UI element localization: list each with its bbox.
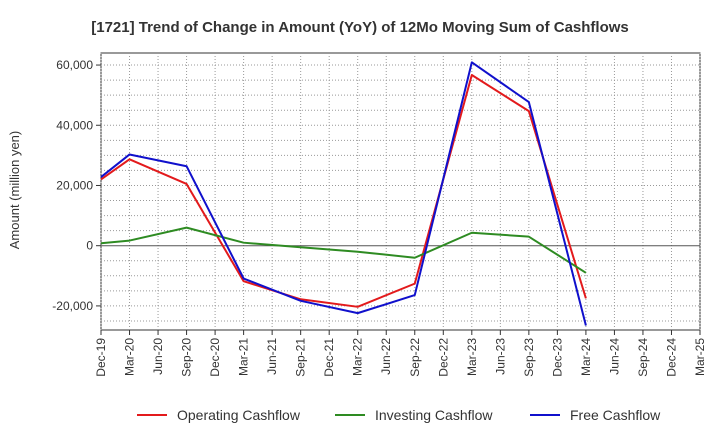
x-tick-label: Sep-23 [522, 338, 536, 377]
series-line-free-cashflow [100, 61, 587, 326]
x-tick-label: Mar-25 [693, 338, 707, 376]
legend-label-investing-cashflow: Investing Cashflow [375, 407, 493, 423]
x-tick-label: Dec-19 [94, 338, 108, 377]
series-line-investing-cashflow [100, 226, 587, 274]
y-tick-label: 60,000 [56, 58, 93, 72]
x-tick-label: Mar-24 [579, 338, 593, 376]
chart-title: [1721] Trend of Change in Amount (YoY) o… [91, 19, 629, 36]
y-tick-label: 20,000 [56, 178, 93, 192]
x-tick-label: Dec-21 [322, 338, 336, 377]
legend: Operating Cashflow Investing Cashflow Free… [137, 407, 661, 423]
x-tick-label: Dec-20 [208, 338, 222, 377]
x-tick-label: Mar-20 [123, 338, 137, 376]
y-axis-ticks: -20,000 0 20,000 40,000 60,000 [52, 58, 101, 313]
y-tick-label: 40,000 [56, 118, 93, 132]
x-tick-label: Mar-21 [237, 338, 251, 376]
series-line-operating-cashflow [100, 73, 587, 308]
x-tick-label: Sep-24 [636, 338, 650, 377]
legend-label-operating-cashflow: Operating Cashflow [177, 407, 301, 423]
x-tick-label: Jun-20 [151, 338, 165, 375]
legend-label-free-cashflow: Free Cashflow [570, 407, 661, 423]
x-tick-label: Jun-22 [379, 338, 393, 375]
y-tick-label: 0 [86, 239, 93, 253]
x-tick-label: Dec-24 [664, 338, 678, 377]
x-tick-label: Sep-21 [294, 338, 308, 377]
x-tick-label: Mar-22 [351, 338, 365, 376]
y-axis-label: Amount (million yen) [7, 131, 22, 250]
plot-area [100, 52, 701, 331]
x-tick-label: Jun-24 [607, 338, 621, 375]
series-lines [100, 61, 587, 326]
x-tick-label: Dec-23 [550, 338, 564, 377]
x-tick-label: Sep-20 [180, 338, 194, 377]
grid-vertical [100, 53, 701, 330]
x-tick-label: Dec-22 [436, 338, 450, 377]
x-tick-label: Mar-23 [465, 338, 479, 376]
y-tick-label: -20,000 [52, 299, 93, 313]
x-tick-label: Jun-21 [265, 338, 279, 375]
plot-frame [100, 52, 701, 331]
x-tick-label: Jun-23 [493, 338, 507, 375]
x-axis-ticks: Dec-19 Mar-20 Jun-20 Sep-20 Dec-20 Mar-21 Jun-… [94, 330, 707, 377]
x-tick-label: Sep-22 [408, 338, 422, 377]
